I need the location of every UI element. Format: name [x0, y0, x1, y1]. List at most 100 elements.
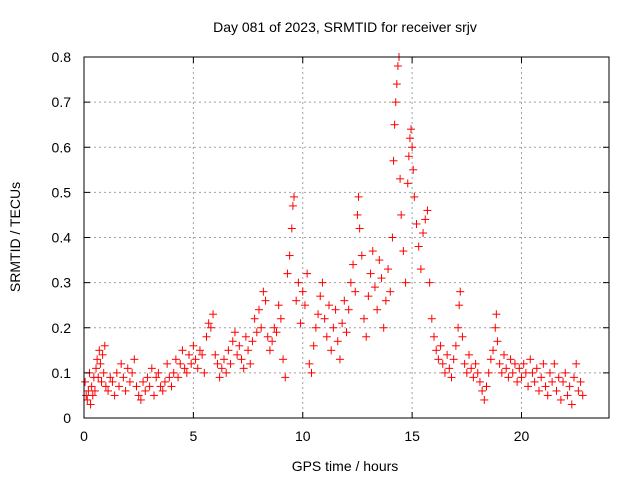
data-point — [391, 98, 400, 107]
data-point — [130, 355, 139, 364]
data-point — [500, 350, 508, 359]
x-axis-label: GPS time / hours — [292, 458, 399, 474]
y-tick-label: 0.6 — [52, 139, 72, 155]
data-point — [176, 359, 185, 368]
data-point — [563, 391, 572, 400]
data-point — [515, 364, 524, 373]
data-point — [528, 368, 537, 377]
data-point — [285, 251, 294, 260]
data-point — [574, 386, 583, 395]
data-point — [270, 323, 279, 332]
data-point — [552, 386, 561, 395]
data-point — [252, 328, 261, 337]
data-point — [384, 265, 393, 274]
data-point — [548, 377, 557, 386]
data-point — [462, 368, 471, 377]
data-point — [364, 292, 373, 301]
data-point — [255, 305, 263, 314]
data-point — [492, 310, 501, 319]
data-point — [115, 382, 123, 391]
data-point — [497, 368, 506, 377]
data-point — [248, 337, 257, 346]
data-point — [475, 377, 484, 386]
data-point — [97, 377, 106, 386]
data-point — [576, 377, 585, 386]
data-point — [178, 346, 187, 355]
data-point — [160, 377, 169, 386]
data-point — [174, 373, 183, 382]
data-point — [101, 382, 110, 391]
data-point — [389, 156, 398, 165]
data-point — [357, 251, 366, 260]
data-point — [261, 296, 270, 305]
data-point — [427, 314, 436, 323]
data-point — [495, 359, 504, 368]
data-point — [104, 386, 113, 395]
data-point — [158, 386, 167, 395]
data-point — [213, 359, 222, 368]
data-point — [108, 377, 117, 386]
data-point — [524, 382, 533, 391]
data-point — [451, 341, 460, 350]
data-point — [92, 364, 101, 373]
data-point — [419, 228, 428, 237]
data-point — [436, 341, 445, 350]
data-point — [397, 210, 406, 219]
data-point — [530, 377, 539, 386]
data-point — [455, 301, 464, 310]
data-point — [493, 337, 502, 346]
data-point — [449, 355, 458, 364]
y-tick-label: 0.5 — [52, 184, 72, 200]
data-point — [362, 332, 371, 341]
data-point — [87, 382, 96, 391]
data-point — [217, 364, 226, 373]
data-point — [342, 328, 351, 337]
data-point — [432, 346, 441, 355]
data-point — [171, 355, 180, 364]
data-point — [279, 355, 288, 364]
data-point — [458, 332, 467, 341]
data-point — [506, 355, 515, 364]
data-point — [298, 287, 307, 296]
data-point — [469, 373, 478, 382]
data-point — [491, 323, 500, 332]
data-point — [90, 386, 99, 395]
data-point — [445, 364, 454, 373]
data-point — [272, 328, 281, 337]
data-point — [167, 382, 176, 391]
data-point — [526, 355, 535, 364]
data-point — [535, 386, 543, 395]
data-point — [412, 219, 421, 228]
data-point — [502, 364, 511, 373]
data-point — [438, 359, 447, 368]
data-point — [134, 391, 143, 400]
data-point — [423, 206, 432, 215]
y-tick-label: 0.2 — [52, 320, 72, 336]
data-point — [354, 192, 363, 201]
data-point — [220, 355, 228, 364]
data-point — [430, 332, 438, 341]
data-point — [353, 210, 362, 219]
data-point — [327, 346, 336, 355]
data-point — [83, 395, 92, 404]
data-point — [550, 359, 559, 368]
data-point — [311, 323, 320, 332]
data-point — [136, 395, 145, 404]
y-tick-label: 0.4 — [52, 230, 72, 246]
data-point — [189, 341, 198, 350]
data-point — [541, 382, 550, 391]
data-point — [209, 310, 218, 319]
data-point — [392, 80, 401, 89]
data-point — [401, 278, 410, 287]
data-point — [556, 395, 565, 404]
data-point — [156, 382, 165, 391]
y-axis-ticks: 0 0.1 0.2 0.3 0.4 0.5 0.6 0.7 0.8 — [52, 49, 609, 426]
data-points — [81, 53, 587, 409]
data-point — [296, 319, 305, 328]
data-point — [484, 368, 493, 377]
data-point — [187, 359, 196, 368]
data-point — [191, 355, 200, 364]
data-point — [381, 296, 390, 305]
data-point — [471, 359, 480, 368]
data-point — [235, 341, 244, 350]
